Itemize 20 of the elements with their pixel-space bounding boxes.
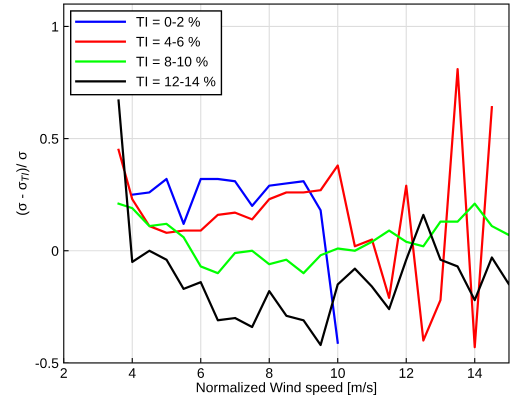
y-tick-label: 0.5 (40, 134, 58, 144)
legend-label: TI = 8-10 % (136, 56, 208, 66)
legend-label: TI = 0-2 % (136, 16, 200, 27)
y-tick-label: 0 (52, 246, 58, 256)
x-tick-label: 10 (331, 368, 345, 378)
line-series (131, 178, 339, 344)
x-tick-label: 8 (266, 368, 272, 378)
x-tick-label: 14 (468, 368, 482, 378)
y-tick-label: 1 (52, 22, 58, 32)
x-tick-label: 4 (128, 368, 136, 378)
x-tick-label: 12 (400, 368, 414, 378)
y-tick-label: -0.5 (36, 358, 58, 368)
y-axis-title: (σ - σ$_{TI}$)/ σ (16, 152, 30, 215)
x-axis-title: Normalized Wind speed [m/s] (196, 382, 376, 396)
legend-label: TI = 12-14 % (136, 76, 216, 86)
legend-label: TI = 4-6 % (136, 36, 200, 47)
x-tick-label: 2 (60, 368, 67, 378)
line-series (117, 68, 493, 348)
line-series (117, 202, 509, 274)
x-tick-label: 6 (198, 368, 204, 378)
